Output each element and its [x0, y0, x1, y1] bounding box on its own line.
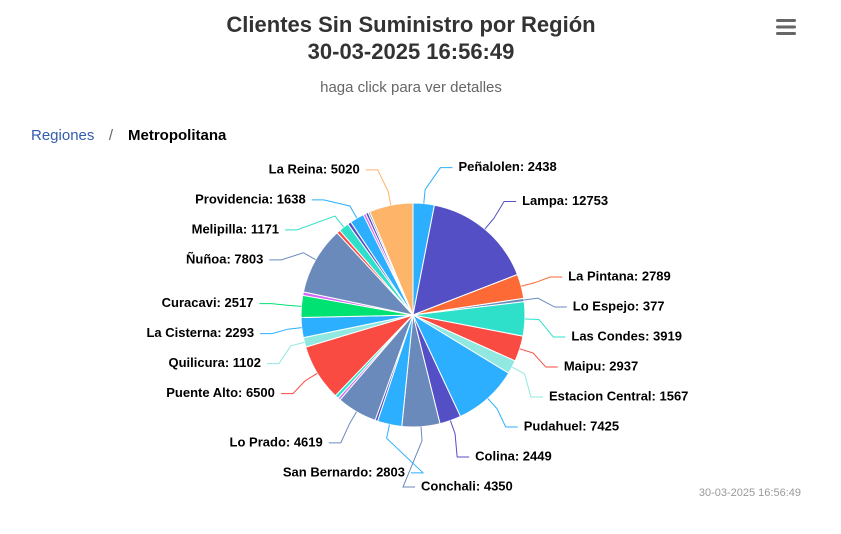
pie-slice[interactable]: [412, 204, 519, 316]
menu-button[interactable]: [770, 13, 802, 41]
data-label: Lampa: 12753: [522, 193, 608, 208]
data-label: Providencia: 1638: [195, 191, 306, 206]
connector: [484, 201, 517, 230]
data-labels: Peñalolen: 2438 Lampa: 12753 La Pintana: 2…: [146, 159, 688, 493]
data-label: Maipu: 2937: [564, 358, 638, 373]
data-label: Pudahuel: 7425: [524, 418, 619, 433]
connector: [449, 420, 470, 458]
connector: [266, 341, 305, 365]
pie: [300, 202, 526, 428]
data-label: San Bernardo: 2803: [283, 464, 405, 479]
chart-title: 30-03-2025 16:56:49: [308, 39, 515, 64]
connector: [487, 398, 518, 428]
connector: [511, 366, 543, 398]
data-label: La Cisterna: 2293: [146, 325, 254, 340]
connector: [311, 199, 358, 219]
data-label: Curacavi: 2517: [162, 295, 254, 310]
connector: [519, 348, 558, 368]
connector: [523, 297, 567, 308]
data-label: Peñalolen: 2438: [458, 159, 556, 174]
connector: [328, 411, 357, 444]
connector: [259, 303, 302, 307]
credits: 30-03-2025 16:56:49: [699, 487, 801, 499]
data-label: Quilicura: 1102: [168, 355, 261, 370]
connector: [402, 426, 423, 488]
connector: [524, 318, 566, 338]
connector: [521, 276, 563, 287]
data-label: Puente Alto: 6500: [166, 385, 275, 400]
breadcrumb-separator: /: [109, 127, 114, 144]
data-label: Estacion Central: 1567: [549, 388, 688, 403]
connector: [260, 327, 302, 335]
connector: [386, 424, 425, 474]
data-label: Colina: 2449: [475, 448, 552, 463]
data-label: La Reina: 5020: [269, 161, 360, 176]
connector: [280, 372, 318, 395]
connector: [423, 167, 453, 204]
breadcrumb-current: Metropolitana: [128, 127, 227, 144]
chart-subtitle: haga click para ver detalles: [320, 79, 502, 96]
data-label: Lo Prado: 4619: [230, 434, 323, 449]
data-label: Melipilla: 1171: [192, 221, 279, 236]
data-label: La Pintana: 2789: [568, 268, 671, 283]
connector: [365, 169, 392, 206]
chart-title: Clientes Sin Suministro por Región: [226, 12, 595, 37]
breadcrumb-link[interactable]: Regiones: [31, 127, 94, 144]
connector: [269, 252, 316, 261]
data-label: Ñuñoa: 7803: [186, 251, 263, 266]
data-label: Lo Espejo: 377: [573, 298, 665, 313]
data-label: Conchali: 4350: [421, 478, 513, 493]
connector: [285, 215, 345, 231]
data-label: Las Condes: 3919: [571, 328, 682, 343]
